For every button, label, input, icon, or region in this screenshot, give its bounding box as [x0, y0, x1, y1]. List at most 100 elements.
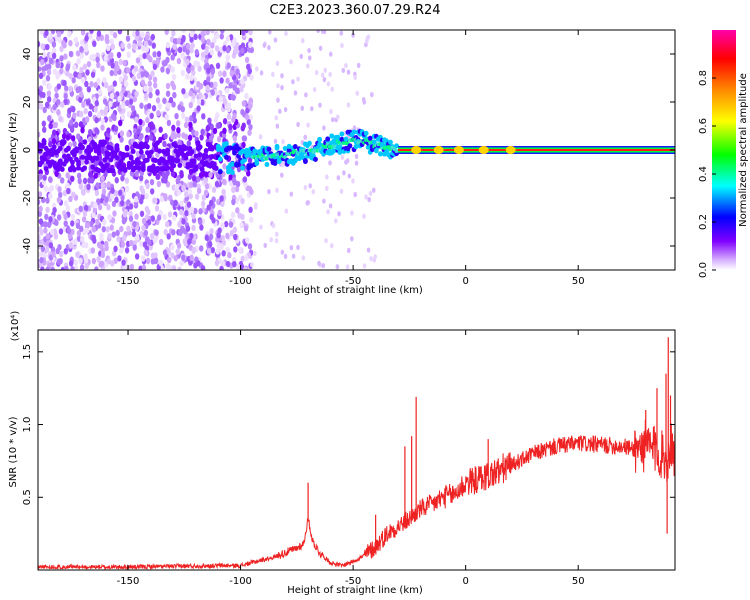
heatmap-cell	[94, 189, 100, 197]
heatmap-cell	[133, 201, 139, 208]
heatmap-cell	[157, 103, 163, 110]
heatmap-cell	[96, 148, 102, 154]
heatmap-cell	[325, 136, 331, 142]
heatmap-cell	[70, 159, 75, 165]
heatmap-cell	[48, 242, 54, 249]
heatmap-cell	[178, 209, 184, 216]
heatmap-cell	[60, 266, 66, 270]
heatmap-cell	[350, 210, 354, 216]
heatmap-cell	[41, 140, 47, 147]
heatmap-cell	[57, 158, 63, 164]
heatmap-cell	[193, 207, 198, 215]
heatmap-cell	[145, 257, 151, 265]
heatmap-cell	[103, 54, 108, 62]
heatmap-cell	[175, 177, 181, 184]
heatmap-cell	[186, 201, 192, 208]
heatmap-cell	[335, 114, 340, 120]
heatmap-cell	[220, 259, 226, 267]
heatmap-cell	[172, 38, 178, 45]
heatmap-cell	[96, 167, 102, 174]
heatmap-cell	[296, 121, 300, 128]
heatmap-cell	[240, 165, 246, 171]
heatmap-cell	[82, 177, 88, 185]
heatmap-cell	[337, 211, 341, 217]
heatmap-cell	[68, 242, 73, 249]
heatmap-cell	[174, 183, 179, 191]
heatmap-cell	[353, 143, 359, 150]
heatmap-cell	[38, 205, 43, 213]
heatmap-cell	[245, 107, 250, 114]
snr-series	[38, 337, 675, 570]
colorbar-label: Normalized spectral amplitude	[738, 73, 749, 227]
heatmap-cell	[79, 52, 84, 60]
heatmap-cell	[170, 54, 175, 61]
heatmap-cell	[345, 264, 350, 270]
heatmap-cell	[314, 69, 319, 76]
heatmap-cell	[139, 210, 145, 217]
heatmap-cell	[166, 256, 172, 264]
heatmap-cell	[301, 255, 306, 261]
heatmap-cell	[175, 152, 181, 158]
heatmap-cell	[65, 182, 70, 189]
heatmap-cell	[364, 194, 368, 200]
heatmap-cell	[204, 183, 210, 190]
heatmap-cell	[366, 247, 371, 253]
heatmap-cell	[369, 256, 373, 262]
heatmap-cell	[231, 40, 236, 48]
heatmap-cell	[119, 225, 124, 233]
heatmap-cell	[164, 30, 169, 36]
heatmap-cell	[104, 196, 109, 203]
heatmap-cell	[54, 219, 59, 227]
heatmap-cell	[95, 182, 100, 189]
heatmap-cell	[241, 135, 247, 142]
heatmap-cell	[320, 30, 325, 34]
heatmap-cell	[138, 149, 144, 155]
heatmap-cell	[225, 46, 231, 54]
heatmap-cell	[155, 173, 160, 180]
heatmap-cell	[299, 53, 304, 59]
heatmap-cell	[128, 98, 134, 105]
heatmap-cell	[217, 169, 223, 175]
heatmap-cell	[117, 255, 122, 262]
heatmap-cell	[39, 257, 44, 264]
heatmap-cell	[52, 103, 57, 111]
heatmap-cell	[62, 42, 67, 49]
heatmap-cell	[238, 247, 243, 254]
heatmap-cell	[278, 108, 282, 114]
heatmap-cell	[330, 86, 334, 92]
heatmap-cell	[99, 34, 105, 42]
heatmap-cell	[152, 51, 157, 58]
heatmap-cell	[182, 238, 188, 245]
heatmap-cell	[180, 112, 186, 119]
heatmap-cell	[79, 110, 84, 118]
heatmap-cell	[231, 176, 237, 184]
heatmap-cell	[121, 259, 126, 266]
heatmap-cell	[317, 260, 321, 266]
heatmap-cell	[306, 122, 310, 128]
heatmap-cell	[371, 187, 376, 193]
heatmap-cell	[49, 184, 55, 192]
heatmap-cell	[104, 105, 109, 113]
heatmap-cell	[146, 102, 152, 110]
heatmap-cell	[76, 230, 82, 237]
heatmap-cell	[176, 242, 182, 249]
heatmap-cell	[183, 155, 189, 161]
heatmap-cell	[232, 84, 237, 91]
heatmap-cell	[151, 42, 156, 49]
heatmap-cell	[209, 227, 214, 235]
heatmap-cell	[155, 58, 161, 65]
heatmap-cell	[222, 163, 227, 170]
heatmap-cell	[176, 126, 181, 134]
heatmap-cell	[334, 218, 338, 224]
heatmap-cell	[65, 145, 71, 151]
heatmap-cell	[76, 235, 82, 242]
heatmap-cell	[163, 132, 168, 140]
heatmap-cell	[52, 68, 58, 75]
heatmap-cell	[76, 58, 81, 65]
heatmap-cell	[235, 180, 241, 188]
heatmap-cell	[126, 51, 131, 58]
heatmap-cell	[100, 182, 105, 189]
heatmap-cell	[45, 197, 50, 204]
heatmap-cell	[100, 117, 105, 125]
heatmap-cell	[241, 122, 246, 129]
